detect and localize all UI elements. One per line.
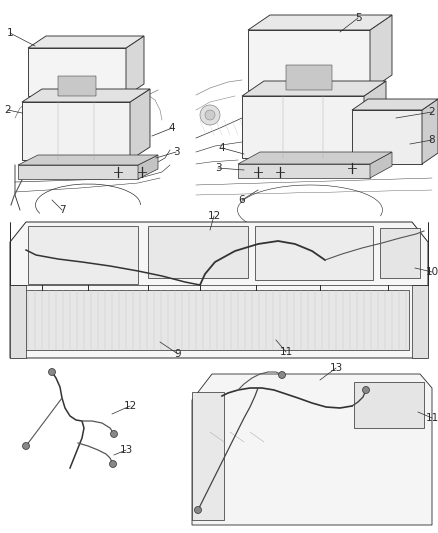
- Polygon shape: [28, 36, 144, 48]
- Polygon shape: [58, 76, 95, 96]
- Polygon shape: [238, 164, 370, 178]
- Circle shape: [194, 506, 201, 513]
- Bar: [24, 290, 409, 350]
- Circle shape: [110, 461, 117, 467]
- Polygon shape: [286, 65, 332, 90]
- Polygon shape: [192, 374, 432, 525]
- Text: 13: 13: [120, 445, 133, 455]
- Bar: [192, 392, 224, 520]
- Text: 10: 10: [425, 267, 438, 277]
- Polygon shape: [10, 222, 26, 358]
- Polygon shape: [18, 155, 158, 165]
- Text: 4: 4: [169, 123, 175, 133]
- Polygon shape: [364, 81, 386, 158]
- Polygon shape: [412, 222, 428, 358]
- Bar: [148, 226, 248, 278]
- Polygon shape: [18, 165, 138, 179]
- Polygon shape: [126, 36, 144, 96]
- Text: 9: 9: [175, 349, 181, 359]
- Polygon shape: [352, 99, 438, 110]
- Text: 8: 8: [429, 135, 435, 145]
- Text: 12: 12: [207, 211, 221, 221]
- Circle shape: [279, 372, 286, 378]
- Text: 2: 2: [5, 105, 11, 115]
- Text: 11: 11: [425, 413, 438, 423]
- Polygon shape: [370, 15, 392, 90]
- Polygon shape: [10, 222, 428, 358]
- Polygon shape: [130, 89, 150, 160]
- Polygon shape: [22, 102, 130, 160]
- Text: 3: 3: [215, 163, 221, 173]
- Text: 11: 11: [279, 347, 293, 357]
- Polygon shape: [238, 152, 392, 164]
- Text: 13: 13: [329, 363, 343, 373]
- Bar: [380, 228, 420, 278]
- Text: 3: 3: [173, 147, 179, 157]
- Polygon shape: [248, 15, 392, 30]
- Polygon shape: [248, 30, 370, 90]
- Polygon shape: [352, 110, 422, 164]
- Polygon shape: [28, 48, 126, 96]
- Text: 5: 5: [355, 13, 361, 23]
- Polygon shape: [242, 81, 386, 96]
- Bar: [255, 226, 373, 280]
- Circle shape: [205, 110, 215, 120]
- Polygon shape: [422, 99, 438, 164]
- Polygon shape: [370, 152, 392, 178]
- Polygon shape: [242, 96, 364, 158]
- Polygon shape: [22, 89, 150, 102]
- Text: 2: 2: [429, 107, 435, 117]
- Circle shape: [22, 442, 29, 449]
- Circle shape: [49, 368, 56, 376]
- Circle shape: [110, 431, 117, 438]
- Text: 12: 12: [124, 401, 137, 411]
- Text: 6: 6: [239, 195, 245, 205]
- Text: 4: 4: [219, 143, 225, 153]
- Bar: [354, 382, 424, 428]
- Polygon shape: [138, 155, 158, 179]
- Bar: [28, 226, 138, 284]
- Circle shape: [363, 386, 370, 393]
- Circle shape: [200, 105, 220, 125]
- Text: 1: 1: [7, 28, 13, 38]
- Text: 7: 7: [59, 205, 65, 215]
